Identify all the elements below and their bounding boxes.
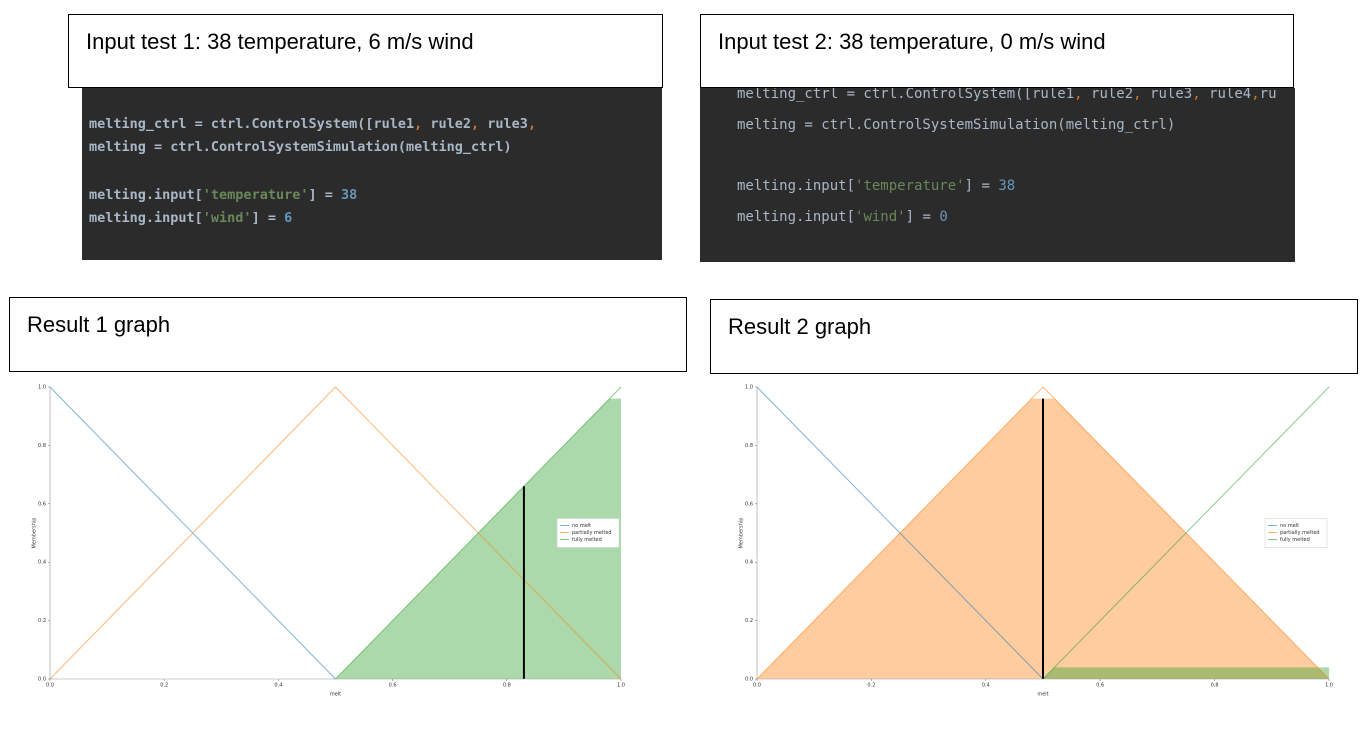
code-token: ,: [1192, 88, 1201, 102]
y-tick-label: 0.6: [38, 501, 46, 507]
code-line: melting = ctrl.ControlSystemSimulation(m…: [89, 139, 512, 155]
result-label: Result 2 graph: [710, 299, 1358, 374]
y-tick-label: 0.6: [745, 501, 753, 507]
code-token: melting_ctrl = ctrl.ControlSystem([rule1: [737, 88, 1075, 102]
membership-line: [756, 386, 1330, 680]
y-tick-label: 0.8: [745, 443, 753, 449]
code-token: 'temperature': [855, 178, 965, 194]
y-tick-label: 0.2: [38, 618, 46, 624]
x-tick-label: 1.0: [617, 683, 625, 689]
code-panel: melting_ctrl = ctrl.ControlSystem([rule1…: [82, 88, 662, 260]
code-token: melting.input[: [737, 178, 856, 194]
code-token: 38: [998, 178, 1016, 194]
membership-line: [1042, 386, 1330, 680]
code-token: rule3: [1141, 88, 1193, 102]
y-tick-label: 1.0: [38, 385, 46, 391]
code-line: melting = ctrl.ControlSystemSimulation(m…: [737, 117, 1175, 133]
membership-line: [335, 386, 622, 680]
code-line: melting.input['wind'] = 0: [737, 209, 948, 225]
test-label: Input test 2: 38 temperature, 0 m/s wind: [700, 14, 1294, 88]
code-line: melting.input['temperature'] = 38: [89, 187, 357, 203]
x-tick-label: 0.6: [1096, 683, 1104, 689]
code-token: melting = ctrl.ControlSystemSimulation(m…: [89, 139, 512, 155]
code-line: melting_ctrl = ctrl.ControlSystem([rule1…: [737, 88, 1277, 102]
y-tick-label: 0.4: [745, 560, 753, 566]
code-token: rule4: [1200, 88, 1252, 102]
x-tick-label: 0.0: [46, 683, 54, 689]
code-token: melting.input[: [737, 209, 856, 225]
x-axis-label: melt: [330, 692, 341, 698]
code-token: ] =: [251, 210, 285, 226]
y-tick-label: 0.0: [38, 677, 46, 683]
code-token: 'wind': [855, 209, 906, 225]
code-token: ] =: [964, 178, 999, 194]
membership-fill: [335, 398, 621, 679]
legend-label: fully melted: [1280, 537, 1310, 543]
code-token: ,: [1133, 88, 1142, 102]
legend-label: partially melted: [1280, 530, 1320, 536]
x-tick-label: 0.8: [1211, 683, 1219, 689]
code-token: ] =: [905, 209, 940, 225]
legend-label: no melt: [572, 523, 591, 529]
y-tick-label: 1.0: [745, 385, 753, 391]
x-axis-label: melt: [1037, 692, 1048, 698]
code-token: 38: [340, 187, 358, 203]
membership-fill: [1043, 667, 1329, 679]
x-tick-label: 0.4: [274, 683, 282, 689]
code-line: melting_ctrl = ctrl.ControlSystem([rule1…: [89, 116, 536, 132]
code-token: ,: [471, 116, 480, 132]
code-token: 0: [939, 209, 948, 225]
y-tick-label: 0.8: [38, 443, 46, 449]
legend-label: partially melted: [572, 530, 612, 536]
code-token: melting.input[: [89, 187, 203, 203]
code-panel: melting_ctrl = ctrl.ControlSystem([rule1…: [700, 88, 1295, 262]
x-tick-label: 0.6: [389, 683, 397, 689]
code-line: melting.input['wind'] = 6: [89, 210, 292, 226]
code-token: ru: [1259, 88, 1277, 102]
legend-label: fully melted: [572, 537, 602, 543]
x-tick-label: 0.4: [982, 683, 990, 689]
membership-line: [49, 386, 622, 680]
code-token: ] =: [308, 187, 341, 203]
y-tick-label: 0.2: [745, 618, 753, 624]
y-axis-label: Membership: [32, 518, 38, 549]
code-token: 'temperature': [202, 187, 309, 203]
x-tick-label: 0.2: [160, 683, 168, 689]
x-tick-label: 1.0: [1325, 683, 1333, 689]
result-label: Result 1 graph: [9, 297, 687, 372]
test-label: Input test 1: 38 temperature, 6 m/s wind: [68, 14, 663, 88]
y-tick-label: 0.0: [745, 677, 753, 683]
code-token: ,: [1251, 88, 1260, 102]
code-token: 6: [284, 210, 293, 226]
y-axis-label: Membership: [739, 518, 745, 549]
x-tick-label: 0.0: [753, 683, 761, 689]
code-token: melting = ctrl.ControlSystemSimulation(m…: [737, 117, 1176, 133]
code-token: rule2: [1082, 88, 1134, 102]
x-tick-label: 0.2: [867, 683, 875, 689]
y-tick-label: 0.4: [38, 560, 46, 566]
code-token: ,: [1074, 88, 1083, 102]
legend-label: no melt: [1280, 523, 1299, 529]
code-token: melting_ctrl = ctrl.ControlSystem([rule1: [89, 116, 415, 132]
x-tick-label: 0.8: [503, 683, 511, 689]
code-token: ,: [527, 116, 537, 132]
code-token: rule2: [422, 116, 472, 132]
code-token: rule3: [479, 116, 528, 132]
code-line: melting.input['temperature'] = 38: [737, 178, 1015, 194]
code-token: 'wind': [202, 210, 252, 226]
code-token: ,: [414, 116, 423, 132]
code-token: melting.input[: [89, 210, 203, 226]
